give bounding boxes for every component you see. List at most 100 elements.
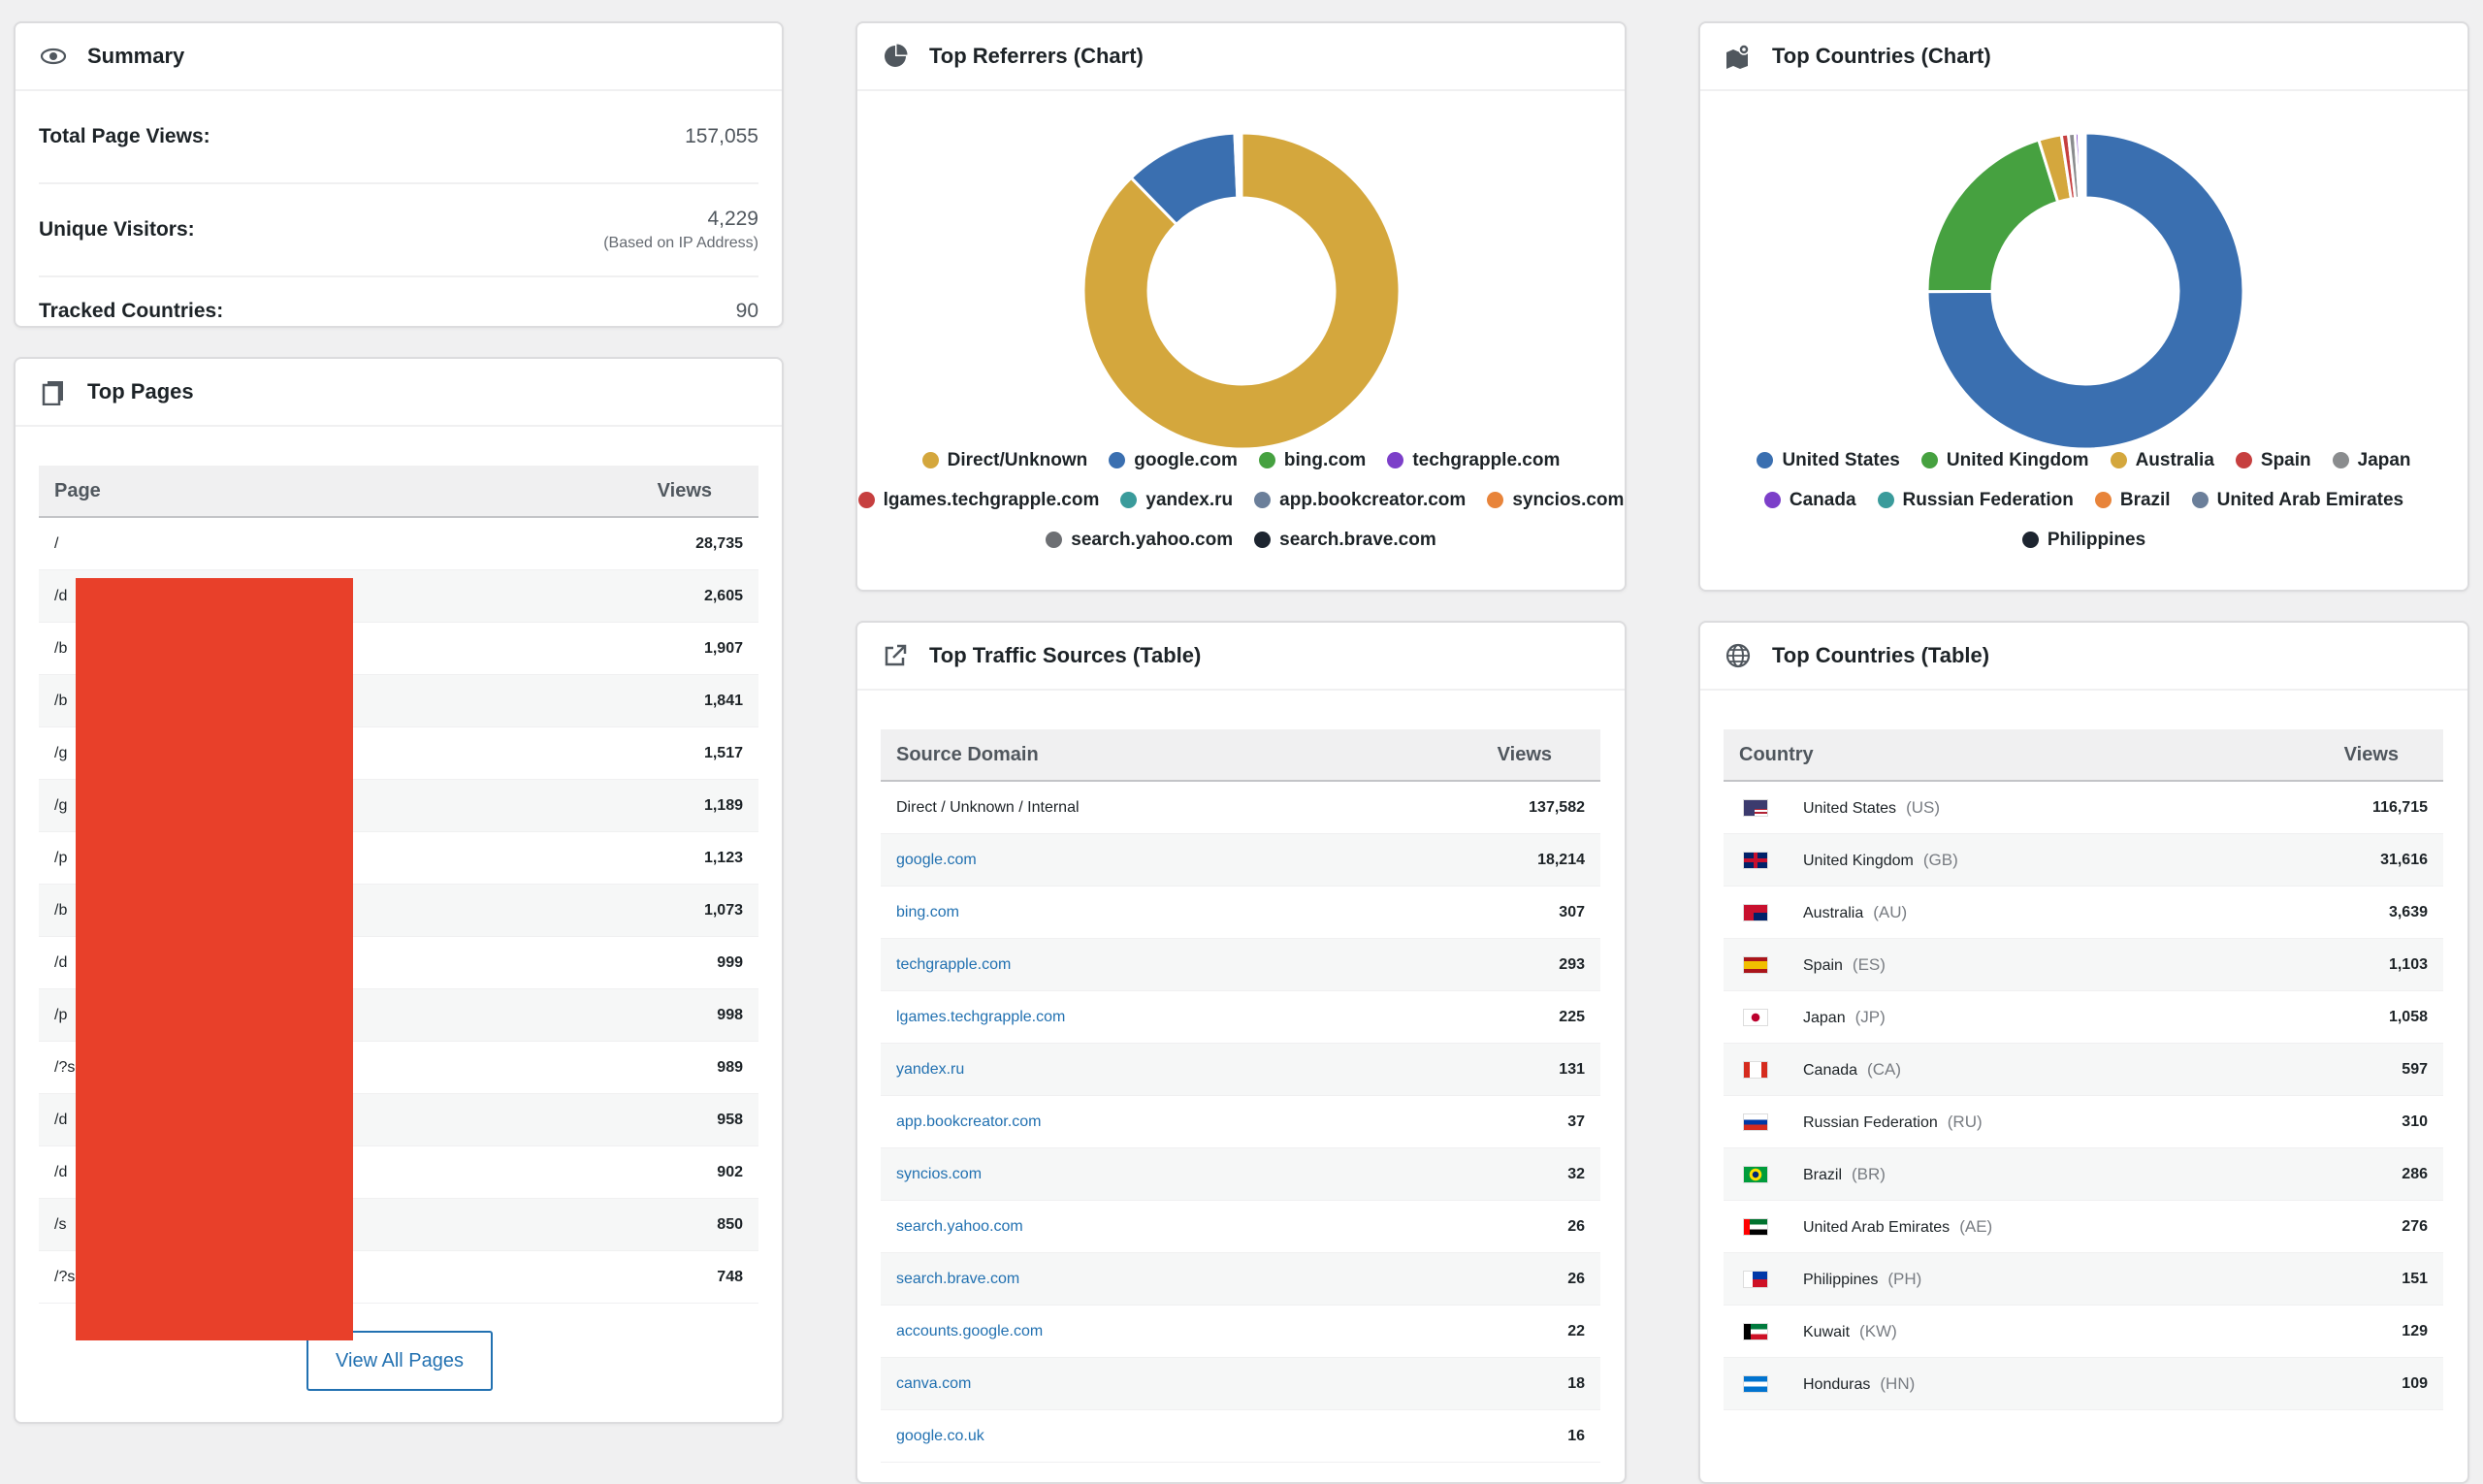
source-views: 225 — [1559, 1009, 1585, 1026]
page-path[interactable]: /b — [54, 693, 67, 710]
page-views: 1,189 — [704, 797, 743, 815]
unique-visitors-value: 4,229 — [707, 208, 758, 230]
flag-jp-icon — [1743, 1009, 1768, 1026]
donut-slice-philippines[interactable] — [2084, 133, 2085, 198]
legend-item[interactable]: Japan — [2333, 450, 2411, 471]
legend-swatch — [1921, 452, 1938, 468]
page-views: 28,735 — [695, 535, 743, 553]
referrers-legend-line: Direct/Unknown google.com bing.com techgrap… — [857, 440, 1625, 480]
source-link[interactable]: search.yahoo.com — [896, 1218, 1023, 1236]
page-path[interactable]: /d — [54, 954, 67, 972]
source-link[interactable]: lgames.techgrapple.com — [896, 1009, 1065, 1026]
legend-item[interactable]: search.yahoo.com — [1046, 530, 1233, 551]
page-path[interactable]: /s — [54, 1216, 66, 1234]
summary-header: Summary — [16, 23, 782, 91]
donut-slice-united-kingdom[interactable] — [1927, 140, 2058, 291]
legend-swatch — [1259, 452, 1275, 468]
page-path[interactable]: /p — [54, 850, 67, 867]
legend-swatch — [2111, 452, 2127, 468]
country-views: 129 — [2402, 1323, 2428, 1340]
legend-item[interactable]: google.com — [1109, 450, 1238, 471]
source-views: 18 — [1567, 1375, 1585, 1393]
legend-item[interactable]: search.brave.com — [1254, 530, 1436, 551]
page-path[interactable]: /d — [54, 1164, 67, 1181]
country-name: Philippines — [1803, 1272, 1878, 1288]
referrers-legend-line: search.yahoo.com search.brave.com — [857, 520, 1625, 560]
table-row: Spain(ES)1,103 — [1724, 939, 2443, 991]
country-name: Honduras — [1803, 1376, 1870, 1393]
page-path[interactable]: /b — [54, 640, 67, 658]
legend-item[interactable]: Australia — [2111, 450, 2214, 471]
legend-item[interactable]: bing.com — [1259, 450, 1366, 471]
legend-label: search.yahoo.com — [1071, 530, 1233, 551]
legend-item[interactable]: Spain — [2236, 450, 2311, 471]
page-path[interactable]: /g — [54, 797, 67, 815]
page-path[interactable]: /?s — [54, 1269, 75, 1286]
source-link[interactable]: yandex.ru — [896, 1061, 964, 1079]
countries-legend-line: United States United Kingdom Australia Spai… — [1700, 440, 2467, 480]
traffic-sources-table: Source Domain Views Direct / Unknown / I… — [881, 729, 1600, 1463]
legend-item[interactable]: app.bookcreator.com — [1254, 490, 1466, 511]
flag-ca-icon — [1743, 1061, 1768, 1079]
legend-item[interactable]: lgames.techgrapple.com — [858, 490, 1100, 511]
legend-item[interactable]: syncios.com — [1487, 490, 1624, 511]
source-link[interactable]: search.brave.com — [896, 1271, 1019, 1288]
col-page-header: Page — [54, 480, 101, 502]
source-link[interactable]: bing.com — [896, 904, 959, 921]
source-link[interactable]: syncios.com — [896, 1166, 982, 1183]
top-countries-chart-title: Top Countries (Chart) — [1772, 44, 1991, 69]
legend-item[interactable]: United Kingdom — [1921, 450, 2089, 471]
legend-item[interactable]: Brazil — [2095, 490, 2171, 511]
page-path[interactable]: /d — [54, 588, 67, 605]
country-views: 1,103 — [2389, 956, 2428, 974]
legend-item[interactable]: yandex.ru — [1120, 490, 1233, 511]
source-views: 307 — [1559, 904, 1585, 921]
legend-item[interactable]: Russian Federation — [1878, 490, 2074, 511]
legend-label: search.brave.com — [1279, 530, 1436, 551]
country-name: Canada — [1803, 1062, 1857, 1079]
source-link[interactable]: google.co.uk — [896, 1428, 984, 1445]
country-code: (AU) — [1873, 903, 1907, 921]
page-path[interactable]: /?s — [54, 1059, 75, 1077]
source-link[interactable]: techgrapple.com — [896, 956, 1011, 974]
page-path[interactable]: /b — [54, 902, 67, 919]
page-path[interactable]: /p — [54, 1007, 67, 1024]
table-row: Honduras(HN)109 — [1724, 1358, 2443, 1410]
unique-visitors-row: Unique Visitors: 4,229 (Based on IP Addr… — [39, 184, 758, 277]
page-path[interactable]: / — [54, 535, 58, 553]
legend-item[interactable]: Philippines — [2022, 530, 2145, 551]
country-views: 1,058 — [2389, 1009, 2428, 1026]
page-path[interactable]: /g — [54, 745, 67, 762]
source-link[interactable]: google.com — [896, 852, 977, 869]
source-link[interactable]: canva.com — [896, 1375, 971, 1393]
legend-label: United States — [1782, 450, 1899, 471]
country-cell: Honduras(HN) — [1739, 1374, 1915, 1394]
legend-swatch — [2236, 452, 2252, 468]
page-views: 1,517 — [704, 745, 743, 762]
top-countries-table-title: Top Countries (Table) — [1772, 643, 1989, 668]
page-path[interactable]: /d — [54, 1112, 67, 1129]
source-link[interactable]: app.bookcreator.com — [896, 1113, 1041, 1131]
legend-item[interactable]: Canada — [1764, 490, 1856, 511]
country-code: (AE) — [1959, 1217, 1992, 1236]
flag-au-icon — [1743, 904, 1768, 921]
country-views: 3,639 — [2389, 904, 2428, 921]
top-referrers-chart-title: Top Referrers (Chart) — [929, 44, 1144, 69]
table-row: Canada(CA)597 — [1724, 1044, 2443, 1096]
legend-swatch — [1046, 532, 1062, 548]
legend-item[interactable]: techgrapple.com — [1387, 450, 1560, 471]
eye-icon — [39, 42, 68, 71]
country-code: (PH) — [1887, 1270, 1921, 1288]
legend-item[interactable]: Direct/Unknown — [922, 450, 1088, 471]
source-link[interactable]: accounts.google.com — [896, 1323, 1043, 1340]
legend-label: Brazil — [2120, 490, 2171, 511]
country-code: (RU) — [1948, 1113, 1983, 1131]
legend-label: United Arab Emirates — [2217, 490, 2404, 511]
legend-item[interactable]: United States — [1757, 450, 1899, 471]
legend-item[interactable]: United Arab Emirates — [2192, 490, 2404, 511]
